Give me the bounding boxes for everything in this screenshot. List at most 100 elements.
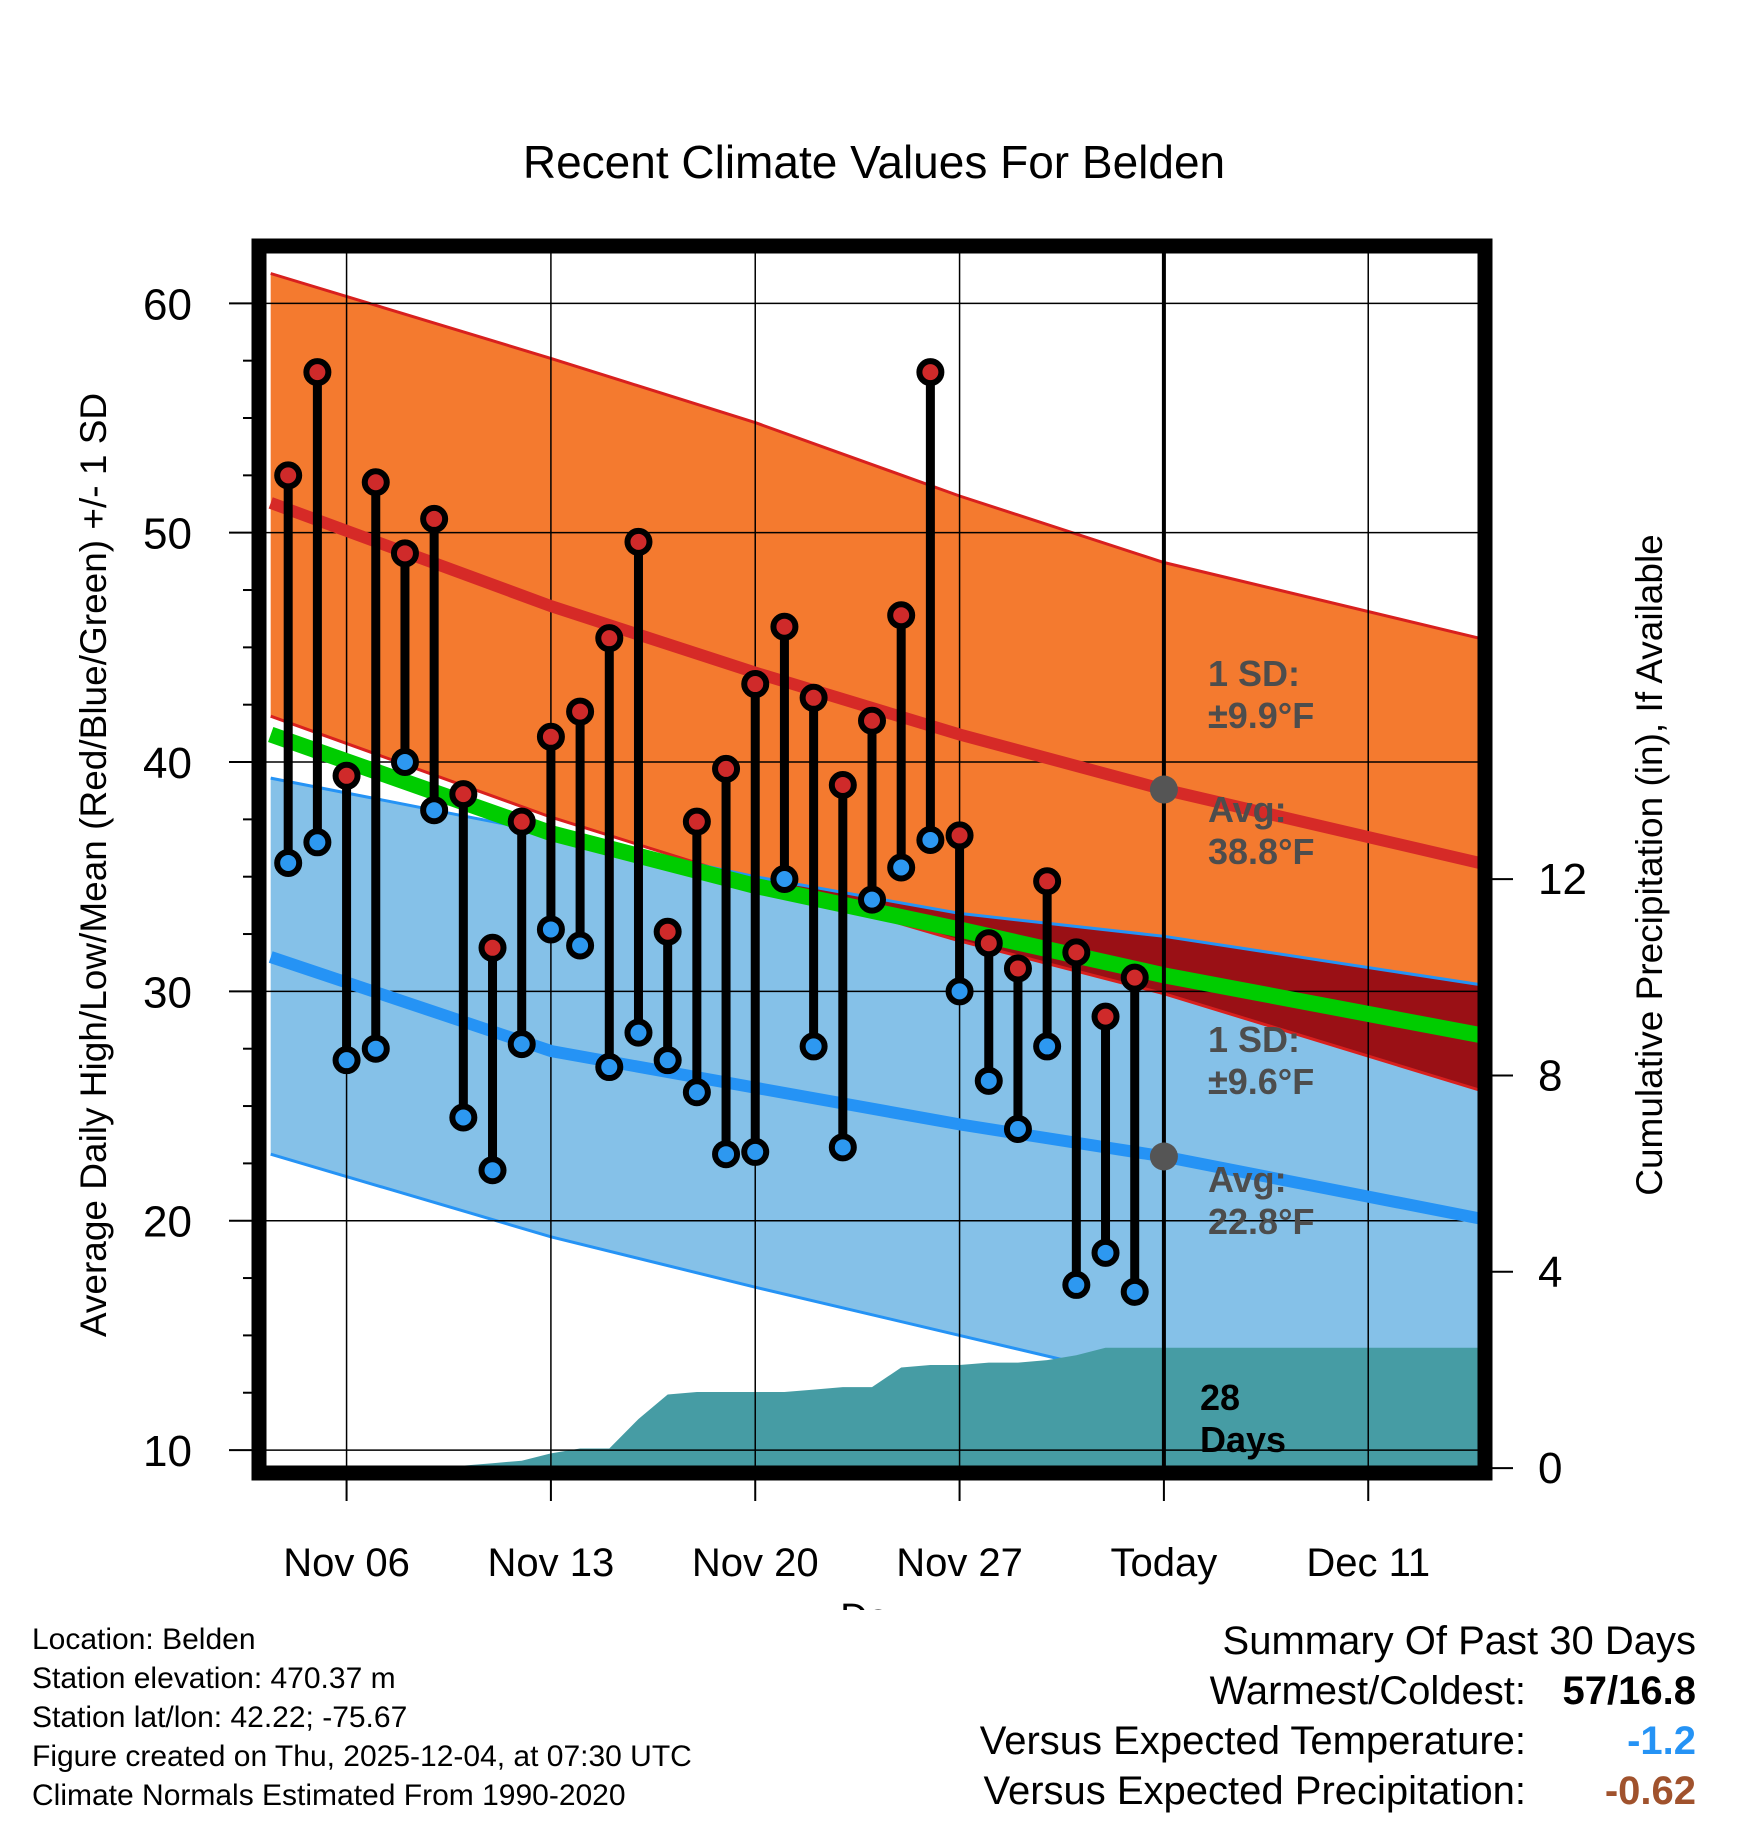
precip-area	[270, 1347, 1480, 1473]
high-sd-band	[270, 273, 1480, 1090]
warmest-coldest-row: Warmest/Coldest: 57/16.8	[980, 1666, 1696, 1716]
day-observation	[507, 807, 536, 1059]
low-avg-line	[268, 951, 1481, 1225]
low-temp-point	[420, 796, 449, 825]
high-temp-point	[653, 917, 682, 946]
high-sd-annotation: 1 SD: ±9.9°F	[1208, 653, 1314, 736]
low-sd-annotation-line1: 1 SD:	[1208, 1019, 1300, 1060]
low-temp-point	[449, 1103, 478, 1132]
y-tick-label: 20	[143, 1198, 192, 1247]
high-temp-point	[945, 821, 974, 850]
day-observation	[420, 504, 449, 825]
low-temp-point	[1033, 1032, 1062, 1061]
chart-title: Recent Climate Values For Belden	[523, 136, 1225, 188]
high-sd-annotation-line1: 1 SD:	[1208, 653, 1300, 694]
created-text: Figure created on Thu, 2025-12-04, at 07…	[32, 1740, 692, 1773]
high-temp-point	[1003, 954, 1032, 983]
high-temp-point	[420, 504, 449, 533]
day-observation	[741, 670, 770, 1166]
day-observation	[536, 722, 565, 944]
high-temp-point	[1062, 938, 1091, 967]
warmest-coldest-value: 57/16.8	[1562, 1669, 1696, 1713]
high-temp-point	[1120, 963, 1149, 992]
low-temp-point	[303, 828, 332, 857]
normals-text: Climate Normals Estimated From 1990-2020	[32, 1779, 626, 1812]
high-temp-point	[828, 770, 857, 799]
high-temp-point	[624, 527, 653, 556]
days-count-annotation: 28 Days	[1200, 1377, 1286, 1460]
warmest-coldest-label: Warmest/Coldest:	[1209, 1669, 1526, 1713]
station-info: Location: Belden Station elevation: 470.…	[32, 1620, 692, 1815]
high-temp-point	[536, 722, 565, 751]
low-temp-point	[653, 1046, 682, 1075]
axes: 10 20 30 40 50 60 0 4 8 12 Nov 06 Nov 13 Nov 20 Nov 2…	[143, 238, 1587, 1585]
high-avg-annotation-line2: 38.8°F	[1208, 831, 1314, 872]
low-temp-point	[974, 1066, 1003, 1095]
day-observation	[887, 601, 916, 882]
high-temp-point	[274, 461, 303, 490]
y2-tick-label: 12	[1538, 855, 1587, 904]
low-avg-annotation-line1: Avg:	[1208, 1159, 1287, 1200]
day-observation	[332, 761, 361, 1075]
y-tick-label: 60	[143, 280, 192, 329]
temp-anomaly-label: Versus Expected Temperature:	[979, 1719, 1526, 1763]
x-tick-label: Nov 13	[488, 1541, 615, 1585]
day-observation	[1062, 938, 1091, 1299]
day-observation	[770, 612, 799, 893]
x-axis-label: Day	[840, 1597, 908, 1610]
day-observation	[390, 539, 419, 777]
precip-anomaly-label: Versus Expected Precipitation:	[983, 1769, 1526, 1813]
low-temp-point	[828, 1133, 857, 1162]
low-temp-point	[712, 1140, 741, 1169]
day-observation	[274, 461, 303, 877]
high-temp-point	[1033, 867, 1062, 896]
high-avg-annotation-line1: Avg:	[1208, 789, 1287, 830]
y2-tick-label: 0	[1538, 1444, 1562, 1493]
low-temp-point	[858, 885, 886, 914]
elevation-text: Station elevation: 470.37 m	[32, 1662, 396, 1695]
low-temp-point	[741, 1137, 770, 1166]
precip-anomaly-row: Versus Expected Precipitation: -0.62	[980, 1766, 1696, 1816]
low-temp-point	[332, 1046, 361, 1075]
summary-panel: Summary Of Past 30 Days Warmest/Coldest:…	[980, 1616, 1696, 1816]
day-observation	[682, 807, 711, 1107]
low-temp-point	[945, 977, 974, 1006]
day-observation	[916, 358, 945, 855]
temp-anomaly-value: -1.2	[1627, 1719, 1696, 1763]
high-temp-point	[303, 358, 332, 387]
day-observation	[828, 770, 857, 1162]
high-temp-point	[799, 683, 828, 712]
low-temp-point	[390, 748, 419, 777]
low-temp-point	[770, 864, 799, 893]
low-temp-point	[1120, 1277, 1149, 1306]
low-temp-point	[887, 853, 916, 882]
high-temp-point	[595, 624, 624, 653]
day-observation	[1003, 954, 1032, 1143]
today-high-avg-marker	[1149, 775, 1178, 804]
high-temp-point	[332, 761, 361, 790]
high-temp-point	[507, 807, 536, 836]
x-tick-label: Nov 06	[283, 1541, 410, 1585]
plot-area	[259, 246, 1485, 1473]
day-observation	[478, 933, 507, 1185]
low-sd-annotation: 1 SD: ±9.6°F	[1208, 1019, 1314, 1102]
y-tick-label: 30	[143, 968, 192, 1017]
days-count-annotation-line2: Days	[1200, 1419, 1286, 1460]
day-observation	[974, 929, 1003, 1095]
high-temp-point	[478, 933, 507, 962]
high-temp-point	[887, 601, 916, 630]
today-low-avg-marker	[1149, 1142, 1178, 1171]
y-axis-label: Average Daily High/Low/Mean (Red/Blue/Gr…	[73, 393, 114, 1337]
high-temp-point	[682, 807, 711, 836]
y-tick-label: 40	[143, 739, 192, 788]
day-observation	[624, 527, 653, 1047]
high-sd-annotation-line2: ±9.9°F	[1208, 695, 1314, 736]
high-temp-point	[858, 706, 886, 735]
day-observation	[653, 917, 682, 1075]
day-observation	[303, 358, 332, 857]
low-temp-point	[595, 1053, 624, 1082]
precip-anomaly-value: -0.62	[1604, 1769, 1696, 1813]
low-avg-annotation-line2: 22.8°F	[1208, 1201, 1314, 1242]
high-temp-point	[566, 697, 595, 726]
